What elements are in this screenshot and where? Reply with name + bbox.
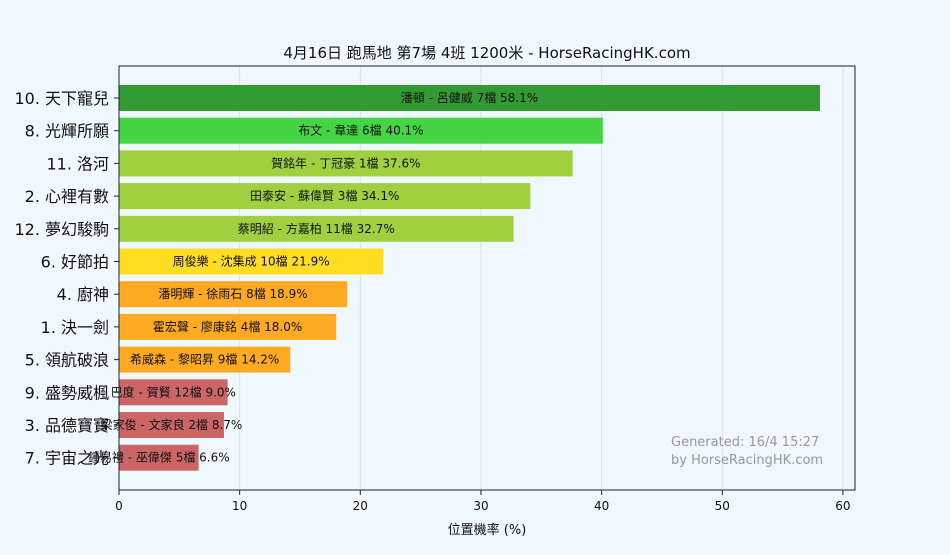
x-axis-label: 位置機率 (%) — [448, 522, 527, 538]
bar-label: 潘明輝 - 徐雨石 8檔 18.9% — [158, 286, 307, 301]
bar — [119, 248, 384, 275]
x-tick-labels: 0 10 20 30 40 50 60 — [115, 490, 851, 513]
bar-label: 賀銘年 - 丁冠豪 1檔 37.6% — [271, 155, 420, 170]
bar — [119, 444, 199, 471]
bar — [119, 412, 224, 438]
y-tick-label: 7. 宇宙之光 — [25, 449, 109, 468]
bar-label: 霍宏聲 - 廖康銘 4檔 18.0% — [153, 319, 302, 334]
x-tick-label: 60 — [835, 499, 850, 513]
y-tick-label: 11. 洛河 — [46, 154, 109, 173]
bars — [119, 85, 821, 471]
bar — [119, 346, 291, 373]
x-tick-label: 20 — [353, 499, 368, 513]
y-tick-label: 3. 品德寶寶 — [25, 416, 109, 435]
bar-labels: 潘頓 - 呂健威 7檔 58.1% 布文 - 韋達 6檔 40.1% 賀銘年 - 丁… — [88, 91, 538, 465]
generated-by-annotation: by HorseRacingHK.com — [671, 453, 823, 468]
bar — [119, 150, 573, 177]
bar-label: 潘頓 - 呂健威 7檔 58.1% — [401, 91, 538, 105]
y-tick-labels: 10. 天下寵兒 8. 光輝所願 11. 洛河 2. 心裡有數 12. 夢幻駿駒 6. 好… — [14, 89, 119, 468]
y-tick-label: 9. 盛勢威楓 — [25, 383, 109, 402]
y-tick-label: 12. 夢幻駿駒 — [14, 220, 109, 239]
y-tick-label: 10. 天下寵兒 — [14, 89, 109, 108]
x-tick-label: 0 — [115, 499, 123, 513]
chart-title: 4月16日 跑馬地 第7場 4班 1200米 - HorseRacingHK.c… — [283, 44, 690, 62]
bar-label: 周俊樂 - 沈集成 10檔 21.9% — [173, 254, 330, 269]
y-tick-label: 5. 領航破浪 — [25, 351, 109, 370]
bar — [119, 85, 821, 111]
y-tick-label: 1. 決一劍 — [41, 318, 109, 337]
bar-label: 鍾易禮 - 巫偉傑 5檔 6.6% — [88, 451, 230, 465]
bar — [119, 313, 337, 340]
bar-label: 蔡明紹 - 方嘉柏 11檔 32.7% — [238, 221, 395, 236]
x-tick-label: 40 — [594, 499, 609, 513]
x-tick-label: 50 — [715, 499, 730, 513]
bar — [119, 281, 348, 308]
bar-label: 巴度 - 賀賢 12檔 9.0% — [111, 384, 236, 399]
plot-frame — [118, 65, 856, 491]
generated-annotation: Generated: 16/4 15:27 — [671, 435, 819, 450]
bar — [119, 183, 531, 210]
y-tick-label: 4. 廚神 — [57, 285, 109, 304]
y-tick-label: 8. 光輝所願 — [25, 122, 109, 141]
bar — [119, 117, 603, 144]
bar — [119, 379, 228, 406]
x-tick-label: 10 — [232, 499, 247, 513]
y-tick-label: 6. 好節拍 — [41, 253, 109, 272]
x-tick-label: 30 — [473, 499, 488, 513]
bar-label: 田泰安 - 蘇偉賢 3檔 34.1% — [250, 188, 399, 203]
bar-label: 梁家俊 - 文家良 2檔 8.7% — [101, 417, 243, 432]
y-tick-label: 2. 心裡有數 — [25, 187, 109, 206]
bar — [119, 215, 514, 242]
bar-label: 希威森 - 黎昭昇 9檔 14.2% — [130, 352, 279, 367]
bar-label: 布文 - 韋達 6檔 40.1% — [298, 123, 423, 138]
